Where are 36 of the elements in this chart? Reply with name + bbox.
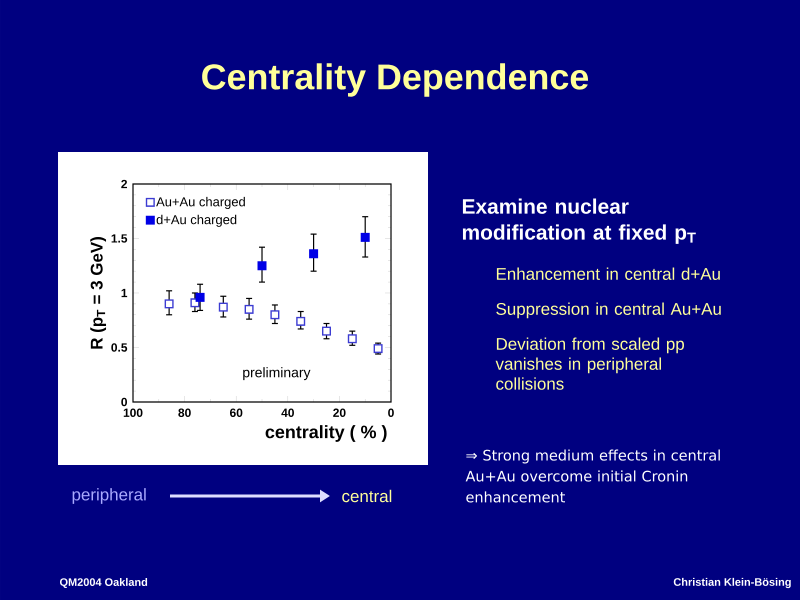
x-tick-label: 20 — [333, 408, 346, 417]
text: central — [342, 490, 392, 502]
point — [322, 326, 332, 336]
point — [296, 316, 306, 326]
annotation: preliminary — [243, 367, 310, 380]
text: Christian Klein-Bösing — [674, 578, 791, 588]
x-tick-label: 100 — [124, 408, 142, 417]
point — [270, 310, 280, 320]
text: Examine nuclear modification at fixed p$_{T}$ — [462, 198, 696, 244]
legend-label: Au+Au charged — [156, 196, 245, 209]
x-tick-label: 60 — [230, 408, 242, 417]
text: Enhancement in central d+Au — [496, 268, 720, 280]
text: Deviation from scaled pp vanishes in peripheral collisions — [496, 338, 684, 390]
x-tick-label: 40 — [281, 408, 294, 417]
y-tick-label: 0 — [121, 398, 127, 406]
y-tick-label: 1.5 — [112, 234, 128, 243]
x-tick-label: 80 — [178, 408, 191, 417]
point — [258, 261, 267, 270]
point — [244, 304, 254, 314]
point — [348, 334, 357, 344]
text: Suppression in central Au+Au — [496, 302, 721, 318]
x-tick-label: 0 — [388, 408, 394, 417]
y-tick-label: 2 — [121, 180, 128, 188]
y-tick-label: 0.5 — [111, 343, 128, 352]
point — [309, 249, 318, 258]
point — [218, 302, 228, 312]
y-tick-label: 1 — [122, 288, 128, 298]
x-axis-title: centrality ( % ) — [266, 425, 387, 442]
text: ⇒ Strong medium effects in central Au+Au overcome initial Cronin enhancement — [466, 449, 720, 503]
y-axis-title: R (p$_{T}$ = 3 GeV) — [90, 237, 106, 349]
legend-label: d+Au charged — [156, 214, 236, 227]
text: peripheral — [72, 488, 146, 504]
point — [164, 299, 174, 308]
text: QM2004 Oakland — [60, 578, 148, 588]
chart-title: Centrality Dependence — [202, 63, 588, 97]
point — [360, 232, 370, 242]
